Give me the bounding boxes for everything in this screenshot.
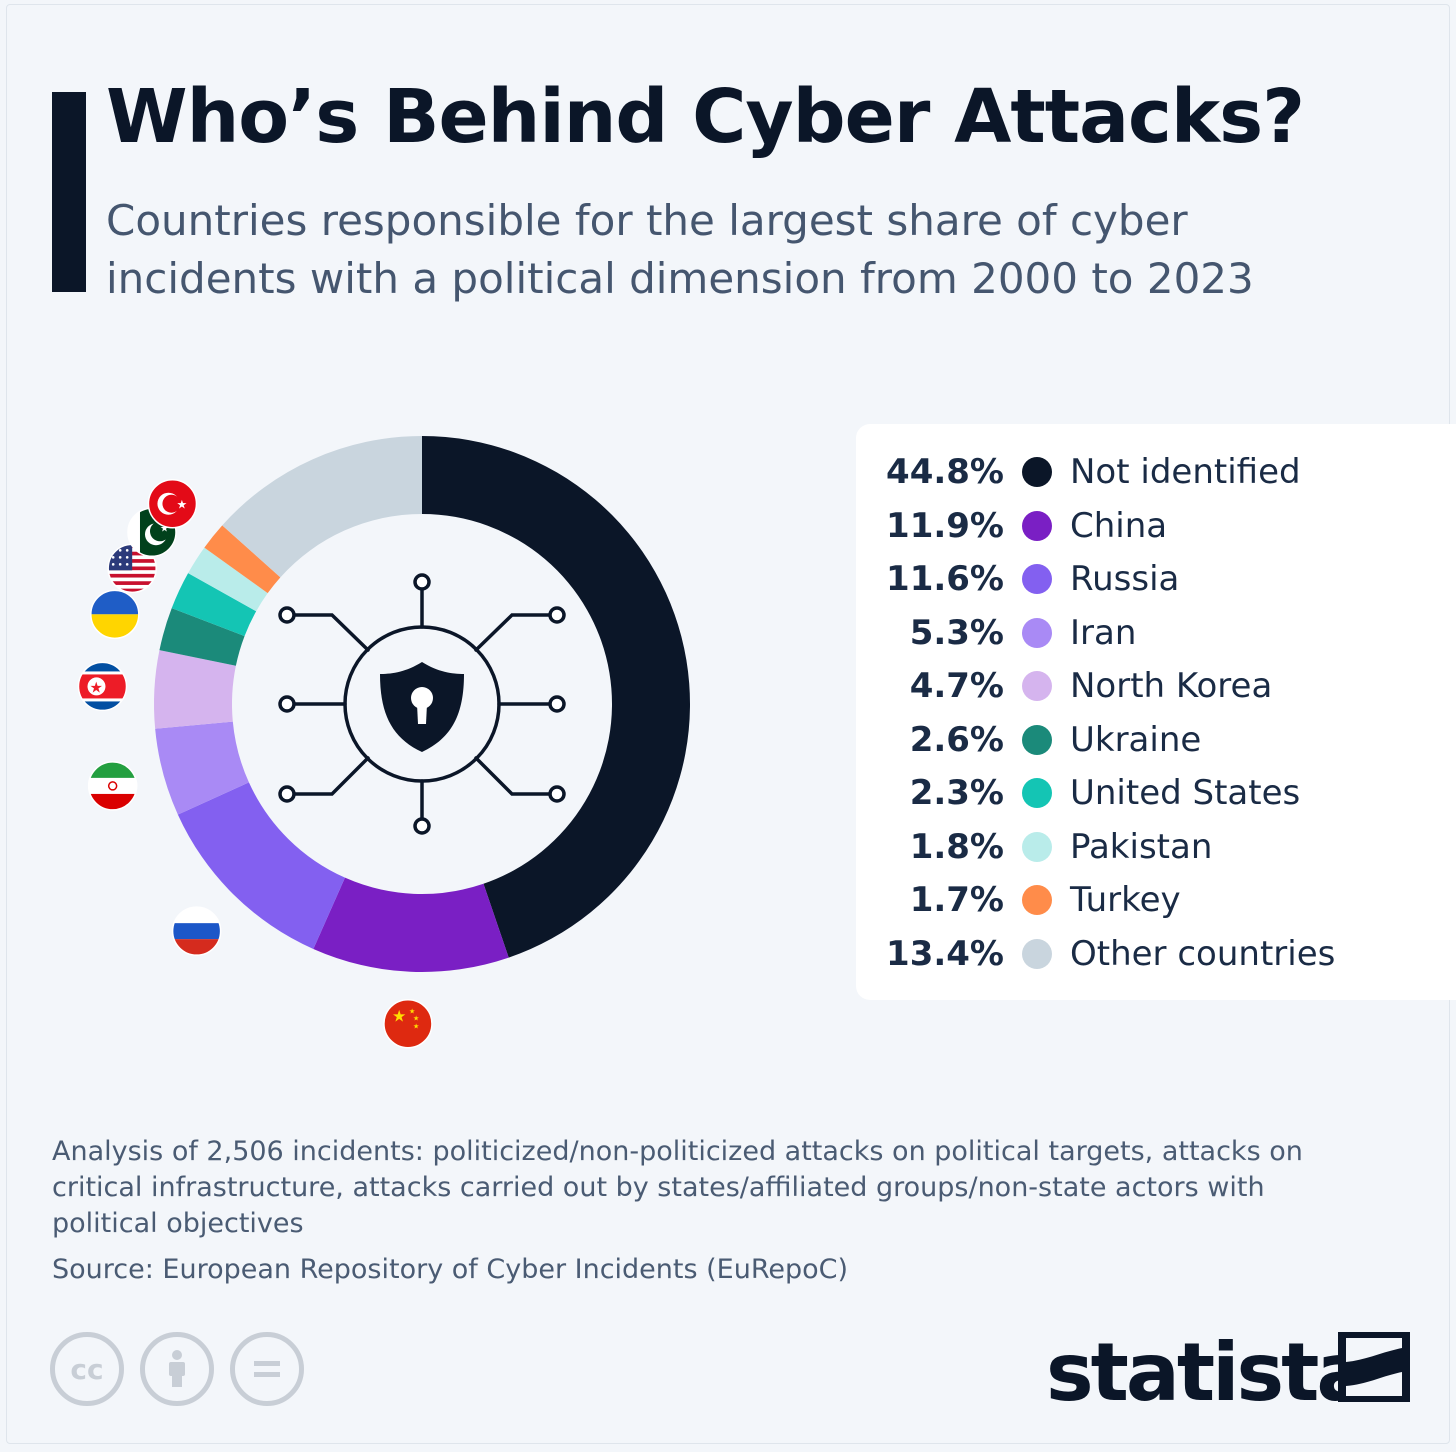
no-derivatives-icon[interactable] (230, 1332, 304, 1406)
legend-swatch (1022, 724, 1052, 755)
cyber-security-shield-icon (278, 573, 566, 835)
legend-value: 2.6% (909, 719, 1004, 760)
legend-item-north-korea: 4.7% North Korea (856, 664, 1273, 708)
legend-label: Pakistan (1070, 826, 1213, 867)
legend-label: Not identified (1070, 452, 1301, 492)
svg-text:★: ★ (413, 1015, 419, 1023)
legend-value: 1.8% (909, 826, 1004, 867)
svg-text:★: ★ (89, 678, 102, 696)
legend-value: 11.9% (886, 505, 1004, 546)
legend-label: Other countries (1070, 933, 1336, 974)
donut-slice-united-states[interactable] (171, 573, 257, 637)
donut-slice-other-countries[interactable] (222, 436, 422, 578)
svg-text:★: ★ (160, 523, 169, 534)
source-note: Source: European Repository of Cyber Inc… (52, 1254, 849, 1285)
legend-label: North Korea (1070, 666, 1273, 706)
svg-text:★: ★ (176, 498, 187, 512)
legend-item-china: 11.9% China (856, 504, 1167, 548)
legend: 44.8% Not identified 11.9% China 11.6% Russia… (856, 424, 1456, 1000)
chart-subtitle: Countries responsible for the largest sh… (106, 196, 1254, 303)
legend-swatch (1022, 831, 1052, 862)
usa-flag-icon (107, 543, 157, 594)
north-korea-flag-icon: ★ (77, 661, 128, 712)
legend-label: Ukraine (1070, 719, 1202, 760)
legend-swatch (1022, 510, 1052, 541)
legend-label: China (1070, 505, 1168, 546)
legend-value: 5.3% (909, 612, 1004, 653)
cc-icon[interactable]: cc (50, 1332, 124, 1406)
legend-swatch (1022, 617, 1052, 648)
legend-value: 1.7% (909, 880, 1004, 920)
legend-swatch (1022, 885, 1052, 915)
chart-title: Who’s Behind Cyber Attacks? (106, 74, 1305, 160)
legend-swatch (1022, 564, 1052, 594)
svg-text:★: ★ (392, 1007, 406, 1026)
license-icons: cc (50, 1332, 304, 1406)
legend-value: 11.6% (886, 559, 1004, 599)
donut-slice-iran[interactable] (155, 721, 249, 815)
legend-item-other-countries: 13.4% Other countries (856, 932, 1335, 976)
russia-flag-icon (171, 906, 222, 956)
legend-item-pakistan: 1.8% Pakistan (856, 825, 1213, 869)
svg-text:★: ★ (413, 1023, 419, 1031)
legend-item-united-states: 2.3% United States (856, 771, 1301, 815)
legend-value: 2.3% (909, 773, 1004, 813)
legend-item-turkey: 1.7% Turkey (856, 878, 1181, 922)
turkey-flag-icon: ★ (147, 478, 198, 529)
legend-item-not-identified: 44.8% Not identified (856, 450, 1301, 494)
legend-swatch (1022, 778, 1052, 808)
ukraine-flag-icon (90, 589, 140, 640)
attribution-icon[interactable] (140, 1332, 214, 1406)
legend-label: United States (1070, 773, 1301, 813)
legend-swatch (1022, 457, 1052, 487)
legend-item-ukraine: 2.6% Ukraine (856, 718, 1202, 762)
donut-slice-china[interactable] (313, 877, 509, 972)
statista-logo-icon[interactable] (1338, 1332, 1410, 1402)
iran-flag-icon (87, 761, 138, 811)
footnote: Analysis of 2,506 incidents: politicized… (52, 1136, 1303, 1239)
title-accent-bar (52, 92, 86, 292)
donut-slice-pakistan[interactable] (188, 547, 268, 612)
donut-slice-ukraine[interactable] (159, 608, 245, 666)
donut-slice-turkey[interactable] (204, 525, 281, 594)
donut-slice-russia[interactable] (177, 782, 345, 949)
statista-logo-text[interactable]: statista (1046, 1326, 1370, 1419)
legend-value: 4.7% (909, 666, 1004, 706)
legend-swatch (1022, 938, 1052, 969)
donut-slices (154, 436, 690, 972)
legend-label: Iran (1070, 612, 1137, 653)
donut-slice-north-korea[interactable] (154, 650, 236, 729)
legend-item-russia: 11.6% Russia (856, 557, 1179, 601)
legend-label: Turkey (1070, 880, 1181, 920)
legend-item-iran: 5.3% Iran (856, 611, 1137, 655)
donut-slice-not-identified[interactable] (422, 436, 690, 958)
legend-value: 44.8% (886, 452, 1004, 492)
legend-label: Russia (1070, 559, 1180, 599)
legend-value: 13.4% (886, 933, 1004, 974)
china-flag-icon: ★ ★★★ (383, 998, 433, 1049)
legend-swatch (1022, 671, 1052, 701)
svg-text:★: ★ (409, 1008, 415, 1016)
